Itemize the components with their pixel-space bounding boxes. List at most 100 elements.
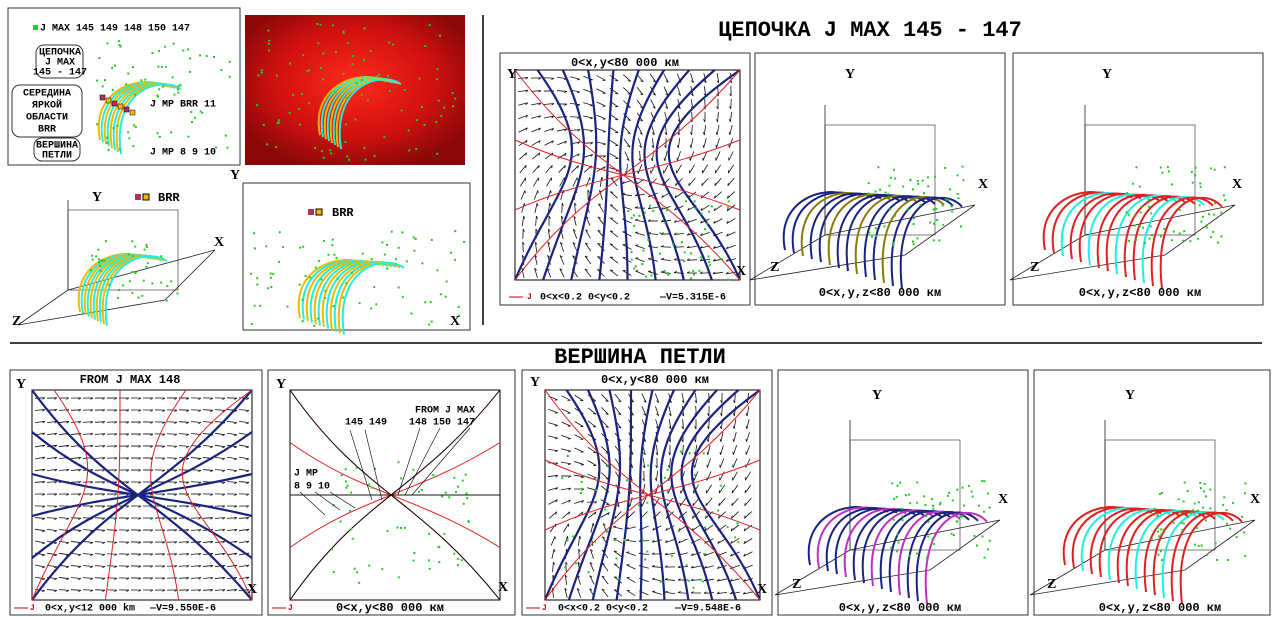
point	[919, 204, 921, 206]
point	[156, 95, 158, 97]
field-arrow	[669, 445, 670, 455]
field-arrow	[588, 461, 597, 466]
field-arrow	[143, 458, 153, 460]
point	[443, 107, 445, 109]
point	[1196, 527, 1198, 529]
field-arrow	[661, 271, 671, 274]
field-arrow	[83, 554, 93, 556]
field-arrow	[627, 590, 635, 595]
point	[956, 520, 958, 522]
point	[340, 521, 342, 523]
field-arrow	[728, 178, 734, 186]
axis-label: Y	[1125, 388, 1135, 403]
point	[717, 509, 719, 511]
field-arrow	[575, 395, 583, 400]
field-arrow	[119, 398, 129, 399]
point	[118, 40, 120, 42]
point	[889, 208, 891, 210]
field-arrow	[518, 115, 527, 118]
point	[867, 193, 869, 195]
field-arrow	[107, 458, 117, 460]
field-arrow	[610, 205, 618, 211]
point	[413, 552, 415, 554]
point	[127, 73, 129, 75]
point	[299, 124, 301, 126]
field-arrow	[71, 590, 81, 592]
point	[265, 245, 267, 247]
point	[131, 240, 133, 242]
axis-label: X	[1250, 492, 1260, 507]
field-arrow	[523, 229, 525, 239]
field-arrow	[668, 458, 670, 468]
field-arrow	[560, 242, 563, 251]
field-arrow	[131, 470, 141, 471]
axis-label: X	[247, 582, 257, 597]
field-arrow	[179, 578, 189, 580]
point	[334, 91, 336, 93]
marker	[124, 107, 129, 112]
field-arrow	[95, 542, 105, 544]
axis-label: Z	[1030, 260, 1039, 275]
field-arrow	[167, 398, 177, 400]
point	[345, 481, 347, 483]
label: J MP BRR 11	[150, 100, 216, 111]
point	[885, 192, 887, 194]
field-arrow	[596, 128, 605, 132]
point	[902, 186, 904, 188]
leader-line	[365, 430, 382, 500]
field-arrow	[585, 269, 591, 277]
point	[1161, 559, 1163, 561]
point	[177, 92, 179, 94]
point	[1171, 183, 1173, 185]
point	[278, 121, 280, 123]
point	[708, 211, 710, 213]
field-arrow	[107, 446, 117, 448]
field-arrow	[143, 554, 153, 555]
point	[189, 71, 191, 73]
point	[172, 76, 174, 78]
point	[727, 526, 729, 528]
field-arrow	[35, 482, 45, 484]
field-arrow	[652, 578, 662, 581]
marker	[143, 194, 149, 200]
field-arrow	[35, 506, 45, 508]
caption: 0<x,y,z<80 000 км	[1079, 286, 1201, 300]
point	[646, 502, 648, 504]
point	[398, 287, 400, 289]
label: ЯРКОЙ	[32, 98, 62, 112]
field-arrow	[674, 233, 684, 235]
point	[276, 75, 278, 77]
axis-label: X	[978, 177, 988, 192]
point	[627, 210, 629, 212]
field-arrow	[95, 506, 105, 508]
field-arrow	[637, 87, 643, 95]
point	[400, 477, 402, 479]
field-arrow	[583, 116, 593, 119]
field-arrow	[143, 398, 153, 399]
point	[667, 274, 669, 276]
field-arrow	[544, 104, 554, 106]
field-arrow	[677, 86, 680, 95]
field-arrow	[191, 398, 201, 400]
point	[370, 307, 372, 309]
point	[916, 482, 918, 484]
field-arrow	[560, 269, 564, 278]
point	[424, 45, 426, 47]
field-arrow	[610, 231, 618, 237]
field-arrow	[585, 256, 591, 264]
field-arrow	[167, 434, 177, 436]
field-arrow	[553, 562, 555, 572]
field-arrow	[687, 219, 696, 223]
point	[962, 487, 964, 489]
point	[268, 43, 270, 45]
point	[91, 255, 93, 257]
point	[330, 152, 332, 154]
point	[177, 89, 179, 91]
point	[1142, 227, 1144, 229]
point	[466, 492, 468, 494]
field-line	[105, 390, 120, 600]
point	[1157, 554, 1159, 556]
point	[261, 72, 263, 74]
point	[158, 88, 160, 90]
field-arrow	[610, 270, 618, 276]
